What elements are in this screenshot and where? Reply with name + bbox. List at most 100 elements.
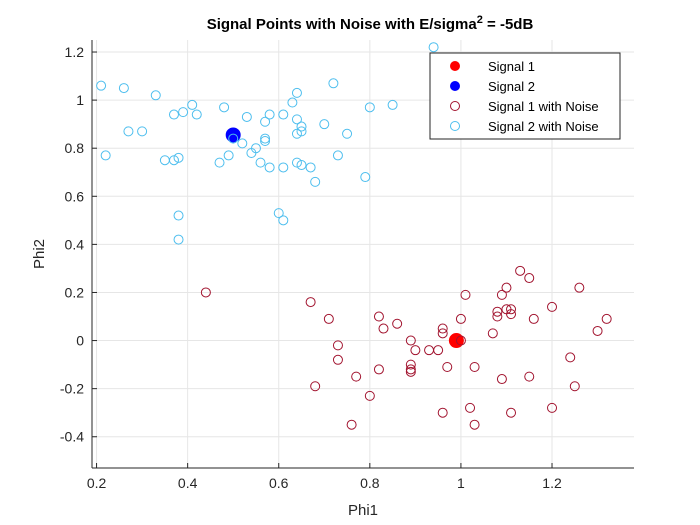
data-point-series-4	[296, 121, 307, 132]
data-point-series-3	[437, 323, 448, 334]
data-point-series-3	[492, 306, 503, 317]
data-point-series-4	[291, 157, 302, 168]
data-point-series-4	[173, 234, 184, 245]
data-point-series-4	[237, 138, 248, 149]
chart-title-suffix: = -5dB	[483, 16, 534, 33]
data-point-series-4	[296, 126, 307, 137]
data-point-series-3	[332, 340, 343, 351]
data-point-series-4	[387, 99, 398, 110]
data-point-series-4	[278, 162, 289, 173]
data-point-series-3	[437, 407, 448, 418]
data-point-series-3	[487, 328, 498, 339]
data-point-series-3	[392, 318, 403, 329]
data-point-series-3	[469, 419, 480, 430]
data-point-series-3	[346, 419, 357, 430]
legend-entry-label: Signal 2 with Noise	[488, 119, 599, 134]
data-point-series-4	[260, 116, 271, 127]
data-point-series-3	[524, 273, 535, 284]
y-tick-label: 0.4	[65, 236, 85, 252]
legend-box	[429, 52, 621, 140]
data-point-series-4	[296, 160, 307, 171]
x-tick-label: 0.2	[87, 475, 107, 491]
data-point-series-3	[323, 313, 334, 324]
data-point-series-4	[291, 87, 302, 98]
data-point-series-4	[123, 126, 134, 137]
data-point-series-3	[506, 309, 517, 320]
data-point-series-4	[310, 176, 321, 187]
data-point-series-4	[214, 157, 225, 168]
data-point-series-4	[273, 208, 284, 219]
y-tick-label: 0	[76, 333, 84, 349]
data-point-series-4	[250, 143, 261, 154]
data-point-series-3	[405, 359, 416, 370]
data-point-series-4	[360, 172, 371, 183]
data-point-series-4	[191, 109, 202, 120]
data-point-series-3	[455, 335, 466, 346]
legend-entry-label: Signal 1	[488, 59, 535, 74]
data-point-series-3	[524, 371, 535, 382]
data-point-series-3	[506, 304, 517, 315]
data-point-series-3	[506, 407, 517, 418]
data-points	[96, 42, 612, 430]
x-tick-label: 0.6	[269, 475, 289, 491]
data-point-series-3	[310, 381, 321, 392]
data-point-series-3	[433, 345, 444, 356]
legend-marker	[450, 101, 460, 111]
data-point-series-3	[373, 364, 384, 375]
data-point-series-3	[592, 325, 603, 336]
data-point-series-4	[264, 162, 275, 173]
chart-title-superscript: 2	[477, 14, 483, 26]
data-point-series-4	[187, 99, 198, 110]
chart-title: Signal Points with Noise with E/sigma2 =…	[207, 14, 534, 33]
data-point-series-4	[260, 135, 271, 146]
data-point-series-3	[528, 313, 539, 324]
data-point-series-4	[219, 102, 230, 113]
legend-entry-label: Signal 1 with Noise	[488, 99, 599, 114]
data-point-series-4	[342, 128, 353, 139]
grid-lines	[92, 40, 634, 468]
legend-marker	[450, 81, 460, 91]
axes: 0.2 0.4 0.6 0.8 1 1.2 -0.4 -0.2 0 0.2 0.4 0.6 0.8 1 1.…	[60, 40, 634, 491]
data-point-series-4	[328, 78, 339, 89]
data-point-series-4	[264, 109, 275, 120]
data-point-series-3	[574, 282, 585, 293]
data-point-series-3	[200, 287, 211, 298]
data-point-series-3	[547, 301, 558, 312]
data-point-series-3	[565, 352, 576, 363]
data-point-series-3	[501, 282, 512, 293]
legend: Signal 1 Signal 2 Signal 1 with Noise Signa…	[429, 52, 621, 140]
data-point-series-4	[118, 83, 129, 94]
data-point-series-2	[225, 127, 241, 143]
data-point-series-3	[405, 335, 416, 346]
y-tick-label: 1.2	[65, 44, 85, 60]
data-point-series-4	[168, 109, 179, 120]
data-point-series-4	[287, 97, 298, 108]
data-point-series-3	[332, 354, 343, 365]
data-point-series-3	[373, 311, 384, 322]
data-point-series-3	[492, 311, 503, 322]
y-tick-label: 0.6	[65, 188, 85, 204]
data-point-series-4	[96, 80, 107, 91]
data-point-series-3	[496, 374, 507, 385]
data-point-series-4	[173, 152, 184, 163]
data-point-series-4	[137, 126, 148, 137]
data-point-series-3	[305, 297, 316, 308]
data-point-series-4	[428, 42, 439, 53]
data-point-series-4	[241, 111, 252, 122]
data-point-series-3	[364, 390, 375, 401]
data-point-series-3	[405, 366, 416, 377]
data-point-series-4	[305, 162, 316, 173]
data-point-series-4	[178, 107, 189, 118]
data-point-series-4	[223, 150, 234, 161]
y-tick-label: 0.8	[65, 140, 85, 156]
data-point-series-3	[469, 362, 480, 373]
data-point-series-4	[319, 119, 330, 130]
data-point-series-3	[465, 402, 476, 413]
legend-entry-label: Signal 2	[488, 79, 535, 94]
data-point-series-4	[255, 157, 266, 168]
data-point-series-3	[378, 323, 389, 334]
x-axis-label: Phi1	[348, 502, 378, 519]
chart-title-main: Signal Points with Noise with E/sigma	[207, 16, 478, 33]
data-point-series-4	[228, 133, 239, 144]
